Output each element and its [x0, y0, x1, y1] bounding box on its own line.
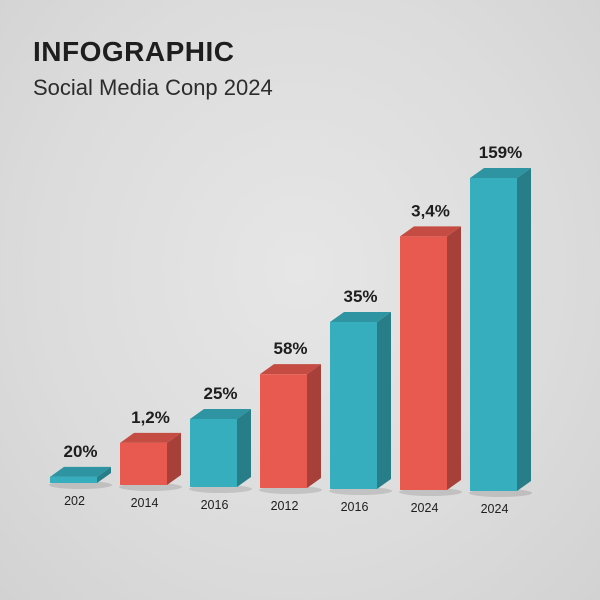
bar-side [517, 168, 531, 491]
tick-label: 2024 [411, 501, 439, 515]
bar-4 [329, 311, 392, 495]
tick-label: 202 [64, 494, 85, 508]
bar-5 [399, 226, 462, 496]
tick-label: 2016 [341, 500, 369, 514]
data-label: 159% [479, 143, 522, 162]
bar-front [330, 321, 377, 489]
data-label: 20% [63, 442, 97, 461]
data-label: 25% [203, 384, 237, 403]
bar-top [120, 432, 181, 443]
bar-front [50, 476, 97, 483]
tick-label: 2014 [131, 496, 159, 510]
chart-subtitle: Social Media Conp 2024 [33, 75, 273, 100]
bar-front [190, 418, 237, 487]
bar-top [260, 364, 321, 375]
bar-top [400, 226, 461, 237]
bar-side [307, 364, 321, 488]
bar-front [400, 236, 447, 490]
bar-top [470, 168, 531, 178]
data-label: 1,2% [131, 408, 170, 427]
chart-title: INFOGRAPHIC [33, 36, 235, 67]
bar-top [50, 466, 111, 477]
tick-label: 2024 [481, 502, 509, 516]
data-label: 3,4% [411, 201, 450, 220]
bar-6 [469, 168, 532, 497]
bar-top [190, 408, 251, 419]
bar-2 [189, 408, 252, 493]
tick-label: 2012 [271, 499, 299, 513]
bar-side [447, 226, 461, 490]
bar-side [237, 408, 251, 487]
bar-side [167, 432, 181, 485]
bar-side [97, 466, 111, 483]
bar-front [470, 178, 517, 491]
data-label: 35% [343, 287, 377, 306]
bar-top [330, 311, 391, 322]
bar-3 [259, 364, 322, 494]
bar-front [260, 374, 307, 488]
bar-1 [119, 432, 182, 491]
data-label: 58% [273, 339, 307, 358]
bar-side [377, 311, 391, 489]
tick-label: 2016 [201, 498, 229, 512]
bar-0 [49, 466, 112, 489]
bar-front [120, 442, 167, 485]
